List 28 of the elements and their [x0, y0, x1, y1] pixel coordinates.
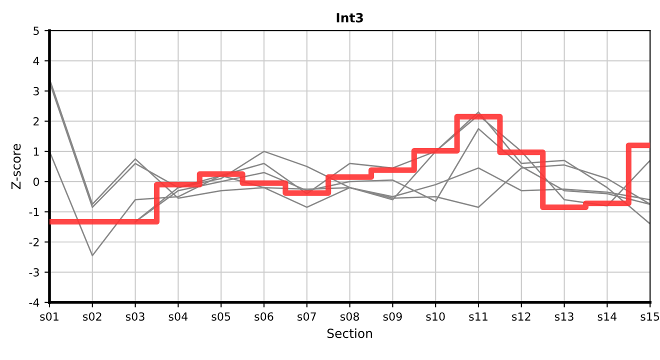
- x-tick-label: s09: [383, 312, 402, 321]
- y-tick-label: -4: [29, 298, 40, 307]
- x-tick-label: s10: [426, 312, 445, 321]
- y-tick-label: -2: [29, 238, 39, 246]
- y-tick-label: 4: [33, 56, 40, 66]
- x-tick-label: s02: [83, 312, 102, 321]
- x-tick-label: s12: [512, 312, 530, 321]
- y-tick-label: 2: [34, 117, 39, 126]
- y-tick-label: 5: [34, 26, 39, 35]
- x-tick-label: s08: [340, 312, 360, 321]
- y-tick-label: -1: [29, 208, 39, 216]
- x-tick-label: s04: [168, 312, 188, 321]
- y-tick-label: -3: [29, 268, 39, 277]
- x-tick-label: s15: [640, 312, 660, 321]
- y-tick-label: 3: [34, 86, 39, 96]
- x-tick-label: s03: [126, 312, 144, 321]
- x-tick-label: s11: [469, 312, 488, 321]
- chart-title: Int3: [336, 12, 363, 22]
- y-axis-title: Z-score: [11, 144, 21, 190]
- x-tick-label: s14: [598, 312, 617, 321]
- x-tick-label: s05: [212, 312, 230, 321]
- y-tick-label: 1: [34, 148, 39, 156]
- x-axis-title: Section: [327, 328, 372, 338]
- x-tick-label: s13: [554, 312, 574, 321]
- x-tick-label: s07: [298, 312, 316, 321]
- x-tick-label: s06: [254, 312, 274, 321]
- x-tick-label: s01: [40, 312, 58, 321]
- y-tick-label: 0: [33, 178, 40, 186]
